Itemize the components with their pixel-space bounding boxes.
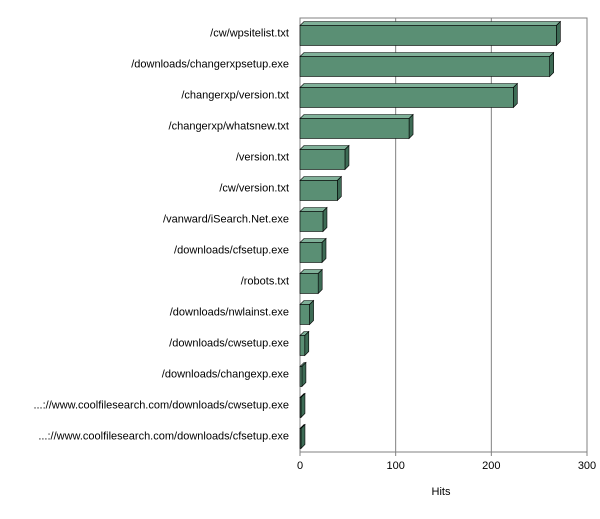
bar-side [304,330,310,357]
x-tick-label: 200 [482,460,500,472]
x-tick-label: 300 [578,460,596,472]
bar [299,273,319,294]
bar [299,25,557,46]
bar-side [344,144,350,171]
bar-side [321,237,327,264]
bar [299,428,302,449]
y-tick-label: /changerxp/whatsnew.txt [169,120,289,132]
bar-side [337,175,342,202]
y-tick-label: /vanward/iSearch.Net.exe [163,213,289,225]
bar-top [299,83,519,88]
bar-side [408,113,414,140]
y-tick-label: /downloads/nwlainst.exe [170,306,289,318]
bar-top [299,52,555,57]
bar-side [300,392,306,419]
bar-top [299,145,350,150]
bar-side [317,268,323,295]
bar-top [299,207,328,212]
y-tick-label: /downloads/cfsetup.exe [174,244,289,256]
x-tick-label: 0 [297,460,303,472]
y-tick-label: /downloads/changexp.exe [162,368,289,380]
bar-top [299,114,414,119]
y-tick-label: /cw/version.txt [219,182,289,194]
y-tick-label: /robots.txt [241,275,289,287]
bar [299,149,346,170]
bar [299,56,550,77]
bar [299,304,310,325]
bar-top [299,176,343,181]
y-tick-label: ...://www.coolfilesearch.com/downloads/c… [33,399,289,411]
bar [299,397,302,418]
bar [299,242,323,263]
bar [299,335,306,356]
y-tick-label: /downloads/changerxpsetup.exe [131,58,289,70]
bar [299,118,410,139]
bar-side [556,20,561,47]
bar-side [301,361,307,388]
bar-side [549,51,554,78]
bar [299,180,338,201]
x-axis-label: Hits [432,486,451,498]
bar-top [299,21,562,26]
y-tick-label: ...://www.coolfilesearch.com/downloads/c… [38,430,289,442]
bar-side [322,206,328,233]
x-tick-label: 100 [386,460,404,472]
bar-side [513,82,518,109]
plot-frame [299,17,588,453]
bar-side [309,299,314,326]
bar [299,87,514,108]
bar [299,366,303,387]
y-tick-label: /version.txt [236,151,289,163]
y-tick-label: /downloads/cwsetup.exe [169,337,289,349]
bar [299,211,324,232]
bar-side [300,423,306,450]
bar-top [299,238,327,243]
y-tick-label: /changerxp/version.txt [181,89,289,101]
y-tick-label: /cw/wpsitelist.txt [210,27,289,39]
